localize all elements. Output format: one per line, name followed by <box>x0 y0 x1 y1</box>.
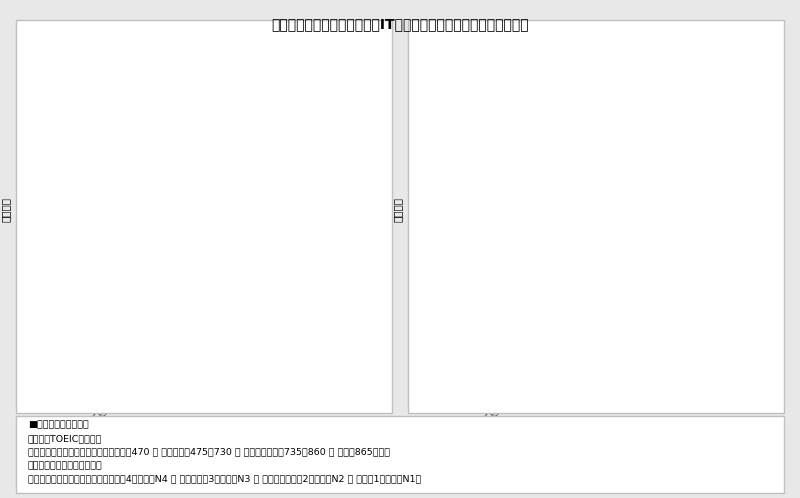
Text: 259: 259 <box>525 306 543 316</box>
Text: （最低限のコミュニケーション：～470 ／ 日常会話：475～730 ／ ビジネス会話：735～860 ／ 流暢：865以上）: （最低限のコミュニケーション：～470 ／ 日常会話：475～730 ／ ビジネ… <box>28 448 390 457</box>
Text: 98: 98 <box>136 338 148 348</box>
Bar <box>182 297 202 369</box>
Text: 581: 581 <box>265 242 283 252</box>
Bar <box>132 349 151 369</box>
Bar <box>707 335 726 369</box>
Text: 【英語】TOEICスコア別: 【英語】TOEICスコア別 <box>28 434 102 443</box>
Bar <box>676 228 695 369</box>
Legend: ①コロナ以前, ②コロナ以降: ①コロナ以前, ②コロナ以降 <box>526 479 674 497</box>
Text: ■各語学レベルの目安: ■各語学レベルの目安 <box>28 421 89 430</box>
Text: 478: 478 <box>657 262 675 272</box>
Text: 991: 991 <box>575 160 594 170</box>
Text: 81: 81 <box>478 342 490 352</box>
Bar <box>163 331 182 369</box>
Bar <box>265 253 284 369</box>
Text: 178: 178 <box>506 322 524 332</box>
Bar <box>606 256 626 369</box>
Bar <box>474 353 493 369</box>
Title: 英語レベル: 英語レベル <box>188 31 228 44</box>
Bar <box>505 333 524 369</box>
Text: 1.5倍: 1.5倍 <box>671 188 699 220</box>
Bar <box>726 312 746 369</box>
Text: 1.6倍: 1.6倍 <box>279 149 307 179</box>
Text: 50: 50 <box>458 348 470 358</box>
Bar <box>524 317 543 369</box>
Bar <box>315 246 334 369</box>
Text: 1.6倍: 1.6倍 <box>330 137 358 168</box>
Bar <box>574 171 594 369</box>
Bar <box>657 273 676 369</box>
Text: 1.5倍: 1.5倍 <box>621 160 649 192</box>
Text: 1.7倍: 1.7倍 <box>722 271 750 303</box>
Bar <box>234 214 253 369</box>
Text: 498: 498 <box>556 258 574 268</box>
Title: 日本語レベル: 日本語レベル <box>576 31 624 44</box>
Y-axis label: （人数）: （人数） <box>393 197 403 222</box>
Text: （最低限のコミュニケーション：4級またはN4 ／ 日常会話：3級またはN3 ／ ビジネス会話：2級またはN2 ／ 流暢：1級またはN1）: （最低限のコミュニケーション：4級またはN4 ／ 日常会話：3級またはN3 ／ … <box>28 475 422 484</box>
Legend: ①コロナ以前, ②コロナ以降: ①コロナ以前, ②コロナ以降 <box>134 479 282 497</box>
Text: 564: 564 <box>606 245 625 255</box>
Text: 616: 616 <box>315 235 334 245</box>
Text: 704: 704 <box>676 217 694 227</box>
Text: 286: 286 <box>726 301 745 311</box>
Text: 26: 26 <box>66 353 78 363</box>
Text: 54: 54 <box>85 347 98 357</box>
Text: 778: 778 <box>234 203 252 213</box>
Text: 843: 843 <box>626 190 644 200</box>
Text: 【外国人材】語学レベル別「IT関連」職種の企業スカウト受信者数: 【外国人材】語学レベル別「IT関連」職種の企業スカウト受信者数 <box>271 17 529 31</box>
Bar <box>82 358 101 369</box>
Text: 60: 60 <box>117 346 129 356</box>
Bar <box>626 201 645 369</box>
Text: 2倍: 2倍 <box>577 132 592 163</box>
Text: 170: 170 <box>707 324 726 334</box>
Bar <box>334 176 354 369</box>
Text: 191: 191 <box>164 320 182 330</box>
Text: 909: 909 <box>284 176 302 186</box>
Text: 359: 359 <box>183 286 202 296</box>
Text: 966: 966 <box>334 165 353 175</box>
Bar <box>454 359 474 369</box>
Y-axis label: （人数）: （人数） <box>1 197 11 222</box>
Text: 【日本語】日本語能力試験別: 【日本語】日本語能力試験別 <box>28 461 102 470</box>
Text: 1.7倍: 1.7倍 <box>229 173 257 205</box>
Bar <box>113 357 132 369</box>
Text: 464: 464 <box>214 265 233 275</box>
Text: 1.9倍: 1.9倍 <box>178 256 206 289</box>
Bar <box>214 276 234 369</box>
Bar <box>62 364 82 369</box>
Bar <box>555 269 574 369</box>
Bar <box>284 187 303 369</box>
